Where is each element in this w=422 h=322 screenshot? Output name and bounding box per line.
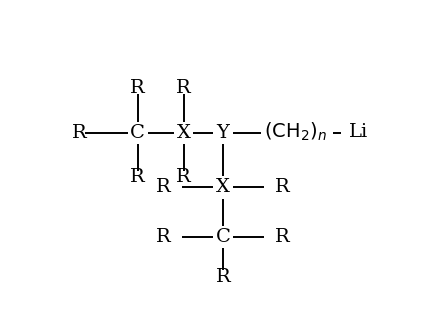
Text: $\left(\mathrm{CH_2}\right)_n$: $\left(\mathrm{CH_2}\right)_n$ xyxy=(264,120,327,143)
Text: R: R xyxy=(176,79,191,97)
Text: X: X xyxy=(177,124,190,142)
Text: R: R xyxy=(72,124,86,142)
Text: X: X xyxy=(216,178,230,196)
Text: R: R xyxy=(216,268,230,286)
Text: C: C xyxy=(215,228,230,246)
Text: R: R xyxy=(130,79,145,97)
Text: R: R xyxy=(156,228,170,246)
Text: Li: Li xyxy=(349,123,368,141)
Text: R: R xyxy=(275,178,290,196)
Text: Y: Y xyxy=(216,124,229,142)
Text: R: R xyxy=(156,178,170,196)
Text: C: C xyxy=(130,124,145,142)
Text: R: R xyxy=(176,168,191,186)
Text: R: R xyxy=(275,228,290,246)
Text: R: R xyxy=(130,168,145,186)
